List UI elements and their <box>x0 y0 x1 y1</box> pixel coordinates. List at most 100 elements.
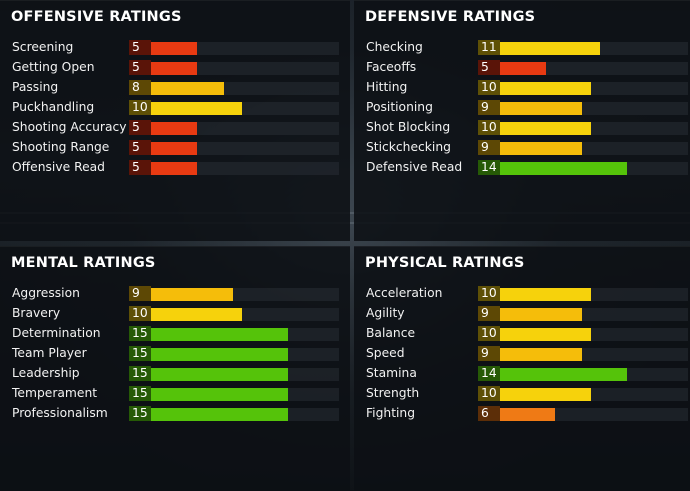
rating-row: Shot Blocking 10 <box>354 120 690 135</box>
rating-label: Getting Open <box>12 60 95 74</box>
rating-label: Speed <box>366 346 405 360</box>
rating-label: Stickchecking <box>366 140 451 154</box>
rating-value: 15 <box>129 366 151 381</box>
rating-value: 5 <box>129 160 151 175</box>
rating-bar-fill <box>500 62 546 75</box>
rating-value: 10 <box>129 306 151 321</box>
rating-row: Strength 10 <box>354 386 690 401</box>
rating-row: Aggression 9 <box>0 286 350 301</box>
rating-bar-track <box>500 328 688 341</box>
rating-value: 9 <box>478 140 500 155</box>
rating-value: 8 <box>129 80 151 95</box>
rating-bar-track <box>151 42 339 55</box>
rating-bar-track <box>151 308 339 321</box>
rating-bar-track <box>151 102 339 115</box>
rating-row: Offensive Read 5 <box>0 160 350 175</box>
rating-bar-fill <box>151 62 197 75</box>
rating-bar-fill <box>151 122 197 135</box>
rating-bar-fill <box>500 122 591 135</box>
rating-bar-fill <box>500 162 627 175</box>
rating-value: 5 <box>129 140 151 155</box>
rating-bar-track <box>500 348 688 361</box>
rating-value: 5 <box>129 40 151 55</box>
rating-bar-track <box>151 388 339 401</box>
rating-bar-fill <box>151 82 224 95</box>
rating-row: Stamina 14 <box>354 366 690 381</box>
rating-label: Screening <box>12 40 74 54</box>
rating-bar-fill <box>500 142 582 155</box>
rating-bar-track <box>151 82 339 95</box>
rating-bar-fill <box>151 102 242 115</box>
rating-value: 15 <box>129 406 151 421</box>
offensive-ratings-panel: OFFENSIVE RATINGS Screening 5 Getting Open… <box>0 0 350 241</box>
rating-row: Leadership 15 <box>0 366 350 381</box>
rating-value: 15 <box>129 346 151 361</box>
rating-bar-track <box>151 142 339 155</box>
rating-bar-fill <box>500 328 591 341</box>
rating-bar-track <box>500 308 688 321</box>
rating-row: Stickchecking 9 <box>354 140 690 155</box>
rating-bar-track <box>500 82 688 95</box>
rating-bar-track <box>151 62 339 75</box>
rating-row: Shooting Accuracy 5 <box>0 120 350 135</box>
rating-value: 5 <box>129 120 151 135</box>
rating-label: Temperament <box>12 386 98 400</box>
rating-bar-fill <box>500 408 555 421</box>
rating-value: 15 <box>129 326 151 341</box>
rating-row: Agility 9 <box>354 306 690 321</box>
rating-bar-fill <box>151 408 288 421</box>
rating-value: 5 <box>478 60 500 75</box>
rating-label: Passing <box>12 80 59 94</box>
rating-bar-track <box>500 162 688 175</box>
rating-bar-fill <box>500 82 591 95</box>
physical-ratings-panel: PHYSICAL RATINGS Acceleration 10 Agility 9 B… <box>354 246 690 491</box>
rating-value: 6 <box>478 406 500 421</box>
rating-bar-track <box>151 162 339 175</box>
rating-row: Fighting 6 <box>354 406 690 421</box>
rating-row: Acceleration 10 <box>354 286 690 301</box>
rating-value: 9 <box>129 286 151 301</box>
rating-bar-fill <box>151 162 197 175</box>
panel-title: OFFENSIVE RATINGS <box>11 9 182 25</box>
rating-label: Fighting <box>366 406 416 420</box>
rating-label: Shooting Accuracy <box>12 120 127 134</box>
rating-value: 10 <box>478 120 500 135</box>
rating-label: Stamina <box>366 366 417 380</box>
rating-label: Determination <box>12 326 101 340</box>
defensive-ratings-panel: DEFENSIVE RATINGS Checking 11 Faceoffs 5 Hit… <box>354 0 690 241</box>
panel-title: MENTAL RATINGS <box>11 255 156 271</box>
rating-bar-fill <box>151 288 233 301</box>
rating-label: Faceoffs <box>366 60 417 74</box>
rating-label: Leadership <box>12 366 80 380</box>
rating-label: Aggression <box>12 286 80 300</box>
rating-row: Bravery 10 <box>0 306 350 321</box>
rating-label: Agility <box>366 306 405 320</box>
rating-bar-fill <box>151 42 197 55</box>
rating-bar-fill <box>500 288 591 301</box>
rating-bar-fill <box>500 348 582 361</box>
rating-row: Temperament 15 <box>0 386 350 401</box>
rating-label: Defensive Read <box>366 160 463 174</box>
rating-row: Hitting 10 <box>354 80 690 95</box>
rating-value: 15 <box>129 386 151 401</box>
rating-bar-fill <box>151 368 288 381</box>
rating-label: Bravery <box>12 306 61 320</box>
rating-bar-track <box>151 368 339 381</box>
rating-bar-track <box>500 388 688 401</box>
rating-label: Balance <box>366 326 416 340</box>
rating-bar-fill <box>151 348 288 361</box>
rating-bar-fill <box>500 42 600 55</box>
rating-row: Defensive Read 14 <box>354 160 690 175</box>
rating-bar-track <box>500 42 688 55</box>
rating-value: 10 <box>478 326 500 341</box>
rating-value: 10 <box>478 386 500 401</box>
rating-row: Faceoffs 5 <box>354 60 690 75</box>
rating-bar-fill <box>151 388 288 401</box>
rating-label: Positioning <box>366 100 433 114</box>
rating-row: Shooting Range 5 <box>0 140 350 155</box>
rating-value: 9 <box>478 306 500 321</box>
rating-value: 14 <box>478 366 500 381</box>
rating-row: Balance 10 <box>354 326 690 341</box>
rating-bar-fill <box>500 368 627 381</box>
rating-label: Shot Blocking <box>366 120 451 134</box>
